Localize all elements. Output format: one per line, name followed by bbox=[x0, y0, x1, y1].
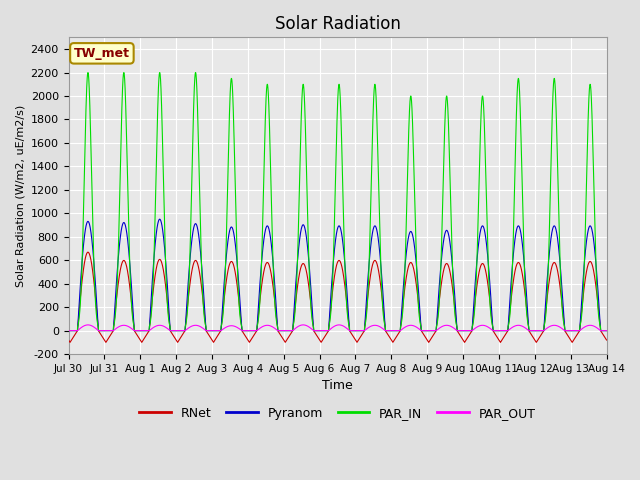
Y-axis label: Solar Radiation (W/m2, uE/m2/s): Solar Radiation (W/m2, uE/m2/s) bbox=[15, 105, 25, 287]
Text: TW_met: TW_met bbox=[74, 47, 130, 60]
X-axis label: Time: Time bbox=[322, 379, 353, 392]
Legend: RNet, Pyranom, PAR_IN, PAR_OUT: RNet, Pyranom, PAR_IN, PAR_OUT bbox=[134, 402, 541, 424]
Title: Solar Radiation: Solar Radiation bbox=[275, 15, 401, 33]
